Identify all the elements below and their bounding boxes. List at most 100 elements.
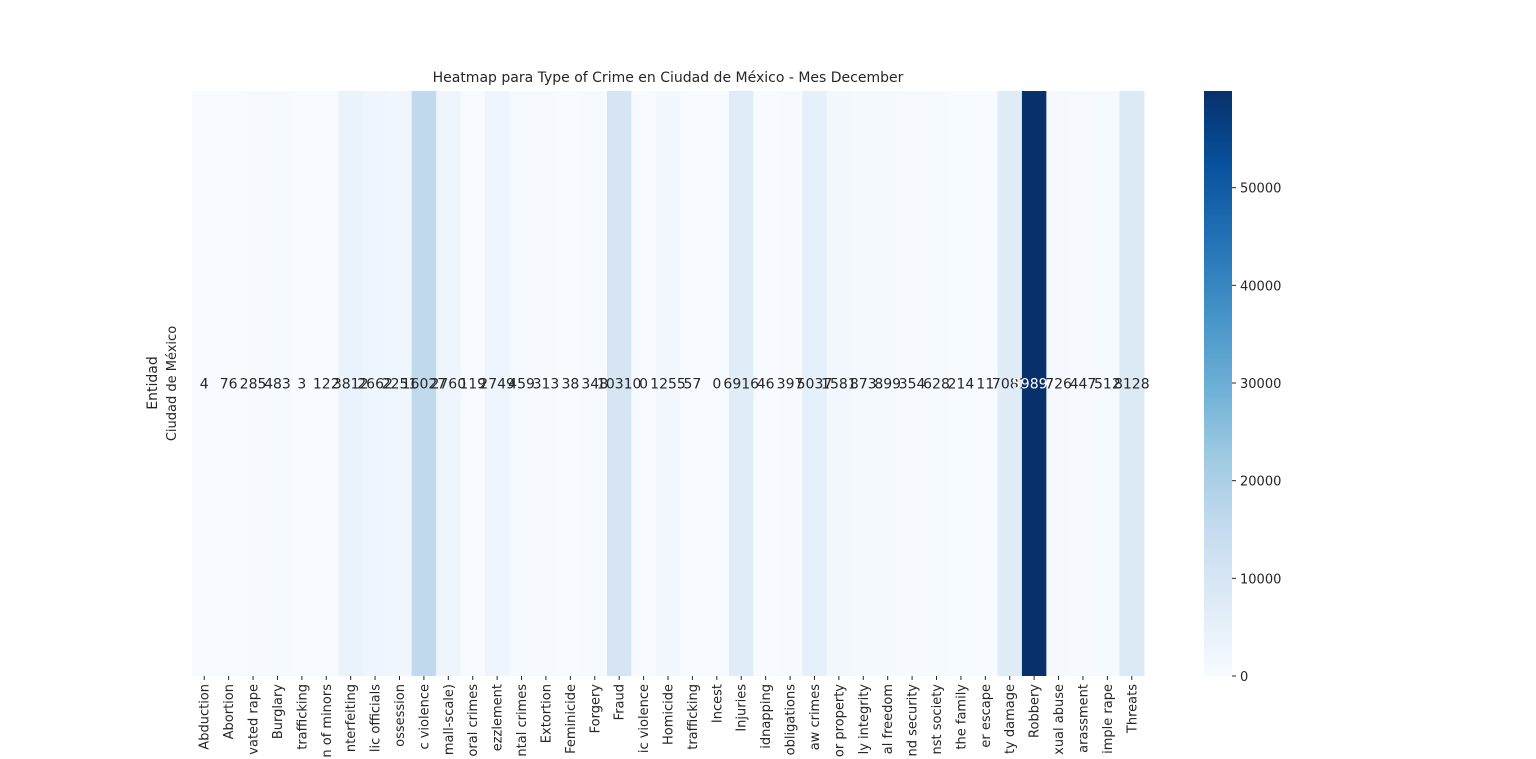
heatmap-cell bbox=[314, 91, 339, 676]
heatmap-cell bbox=[826, 91, 852, 676]
x-tick-label: imple rape bbox=[1101, 684, 1116, 754]
y-axis-label: Entidad bbox=[145, 356, 161, 409]
heatmap-cell bbox=[851, 91, 876, 676]
heatmap-cell bbox=[582, 91, 608, 676]
x-tick-label: ezzlement bbox=[491, 684, 506, 751]
cell-annotation: 512 bbox=[1094, 377, 1121, 393]
colorbar-tick-label: 0 bbox=[1240, 670, 1248, 685]
cell-annotation: 285 bbox=[240, 377, 267, 393]
cell-annotation: 59898 bbox=[1012, 377, 1057, 393]
heatmap-cell bbox=[704, 91, 730, 676]
x-tick-label: Extortion bbox=[539, 684, 554, 743]
cell-annotation: 459 bbox=[508, 377, 535, 393]
heatmap-cell bbox=[362, 91, 388, 676]
heatmap-cell bbox=[387, 91, 413, 676]
x-tick-label: the family bbox=[954, 684, 969, 750]
heatmap-cell bbox=[484, 91, 510, 676]
x-tick-label: ntal crimes bbox=[515, 684, 530, 757]
colorbar-tick-label: 10000 bbox=[1240, 572, 1281, 587]
heatmap-cell bbox=[875, 91, 901, 676]
x-tick-label: c violence bbox=[417, 684, 432, 750]
x-tick-label: trafficking bbox=[686, 684, 701, 750]
heatmap-cells bbox=[192, 91, 1145, 676]
heatmap-cell bbox=[948, 91, 974, 676]
x-tick-label: Abduction bbox=[198, 684, 213, 750]
heatmap-cell bbox=[777, 91, 803, 676]
heatmap-cell bbox=[997, 91, 1023, 676]
cell-annotation: 2760 bbox=[430, 377, 466, 393]
x-tick-label: nst society bbox=[930, 684, 945, 755]
x-tick-label: al freedom bbox=[881, 684, 896, 754]
cell-annotation: 8128 bbox=[1114, 377, 1150, 393]
x-tick-label: mall-scale) bbox=[442, 684, 457, 755]
heatmap-cell bbox=[436, 91, 462, 676]
cell-annotation: 873 bbox=[850, 377, 877, 393]
x-tick-label: Threats bbox=[1125, 684, 1140, 734]
cell-annotation: 348 bbox=[581, 377, 608, 393]
heatmap-cell bbox=[631, 91, 657, 676]
cell-annotation: 122 bbox=[313, 377, 340, 393]
x-tick-label: trafficking bbox=[295, 684, 310, 750]
cell-annotation: 313 bbox=[533, 377, 560, 393]
x-tick-label: Homicide bbox=[662, 684, 677, 745]
cell-annotation: 1581 bbox=[821, 377, 857, 393]
cell-annotation: 0 bbox=[712, 377, 721, 393]
heatmap-cell bbox=[411, 91, 437, 676]
heatmap-cell bbox=[1119, 91, 1145, 676]
x-tick-label: Incest bbox=[710, 684, 725, 723]
cell-annotation: 726 bbox=[1045, 377, 1072, 393]
y-tick-label: Ciudad de México bbox=[165, 326, 180, 441]
heatmap-cell bbox=[606, 91, 632, 676]
cell-annotation: 0 bbox=[639, 377, 648, 393]
x-tick-label: nd security bbox=[906, 684, 921, 757]
cell-annotation: 10310 bbox=[597, 377, 642, 393]
cell-annotation: 6916 bbox=[723, 377, 759, 393]
x-tick-label: Forgery bbox=[588, 684, 603, 734]
x-tick-label: ossession bbox=[393, 684, 408, 747]
heatmap-cell bbox=[338, 91, 364, 676]
heatmap-cell bbox=[802, 91, 828, 676]
cell-annotation: 3 bbox=[297, 377, 306, 393]
cell-annotation: 16027 bbox=[402, 377, 447, 393]
x-tick-label: er escape bbox=[979, 684, 994, 748]
heatmap-cell bbox=[460, 91, 486, 676]
x-tick-label: Burglary bbox=[271, 684, 286, 739]
heatmap-cell bbox=[1046, 91, 1072, 676]
cell-annotation: 11 bbox=[976, 377, 994, 393]
heatmap-cell bbox=[1021, 91, 1047, 676]
cell-annotation: 76 bbox=[220, 377, 238, 393]
cell-annotation: 4 bbox=[200, 377, 209, 393]
x-tick-label: or property bbox=[832, 684, 847, 757]
cell-annotation: 483 bbox=[264, 377, 291, 393]
x-tick-label: oral crimes bbox=[466, 684, 481, 757]
heatmap-cell bbox=[924, 91, 950, 676]
colorbar-tick-label: 40000 bbox=[1240, 279, 1281, 294]
x-tick-label: lic officials bbox=[369, 684, 384, 752]
x-tick-label: n of minors bbox=[320, 684, 335, 758]
heatmap-cell bbox=[680, 91, 706, 676]
x-tick-label: Feminicide bbox=[564, 684, 579, 754]
cell-annotation: 214 bbox=[948, 377, 975, 393]
cell-annotation: 628 bbox=[923, 377, 950, 393]
heatmap-cell bbox=[509, 91, 535, 676]
x-tick-label: obligations bbox=[784, 684, 799, 756]
cell-annotation: 7081 bbox=[992, 377, 1028, 393]
cell-annotation: 57 bbox=[683, 377, 701, 393]
x-tick-label: vated rape bbox=[247, 684, 262, 755]
cell-annotation: 2251 bbox=[382, 377, 418, 393]
heatmap-cell bbox=[265, 91, 291, 676]
heatmap-cell bbox=[973, 91, 999, 676]
cell-annotation: 3812 bbox=[333, 377, 369, 393]
x-tick-label: ty damage bbox=[1003, 684, 1018, 754]
cell-annotation: 1255 bbox=[650, 377, 686, 393]
heatmap-cell bbox=[1095, 91, 1121, 676]
cell-annotation: 38 bbox=[561, 377, 579, 393]
x-tick-label: ly integrity bbox=[857, 684, 872, 755]
heatmap-cell bbox=[1070, 91, 1096, 676]
cell-annotation: 2662 bbox=[357, 377, 393, 393]
heatmap-cell bbox=[192, 91, 217, 676]
cell-annotation: 397 bbox=[777, 377, 804, 393]
heatmap-cell bbox=[240, 91, 266, 676]
chart-title: Heatmap para Type of Crime en Ciudad de … bbox=[433, 70, 904, 86]
cell-annotation: 354 bbox=[899, 377, 926, 393]
